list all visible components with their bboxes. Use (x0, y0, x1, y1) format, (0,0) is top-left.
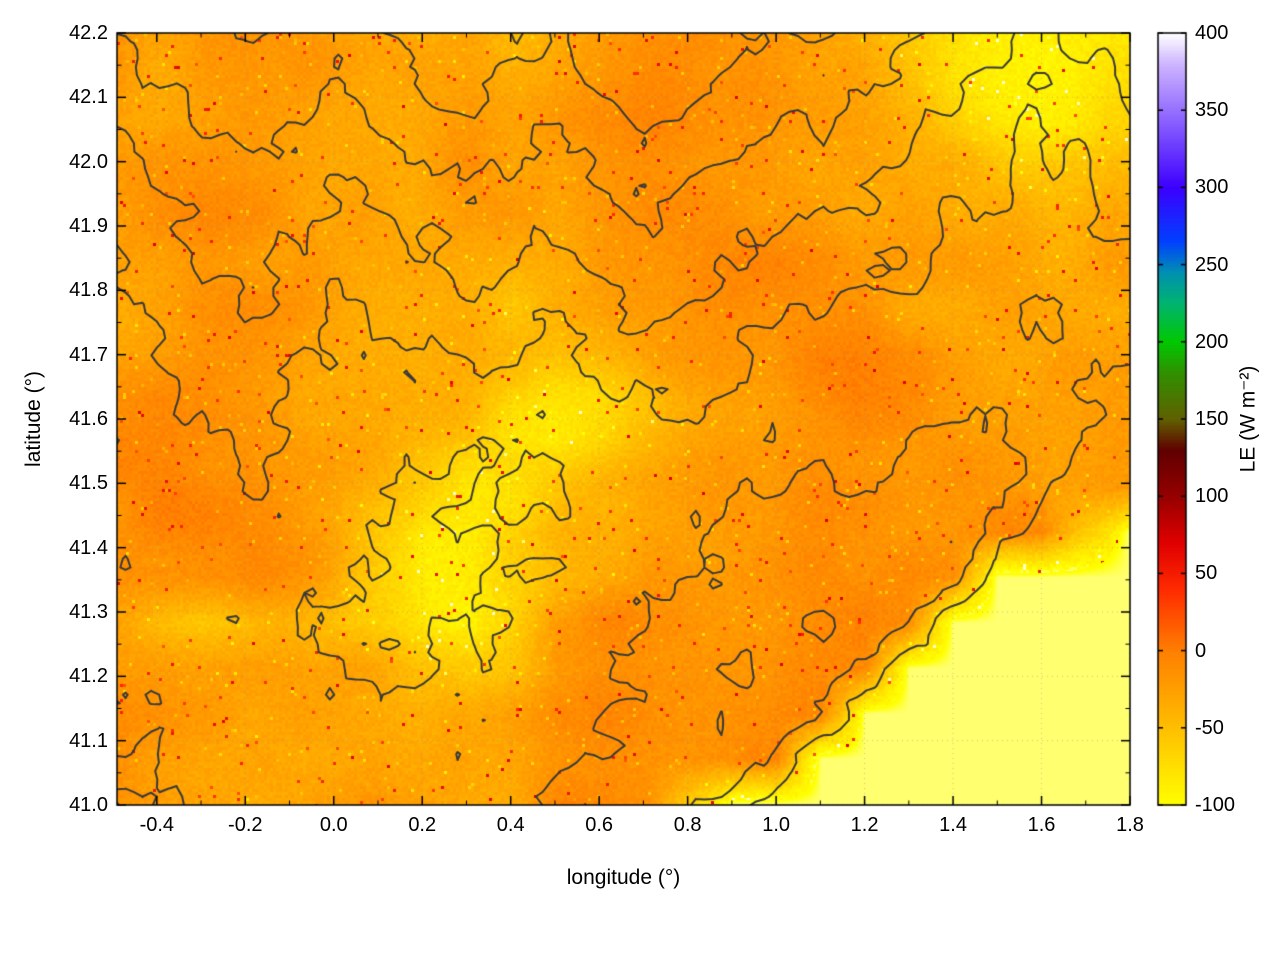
y-tick-label: 42.2 (69, 22, 108, 44)
colorbar-tick-label: 250 (1195, 253, 1229, 276)
colorbar-tick-label: 350 (1195, 99, 1229, 122)
x-tick-label: 0.8 (673, 814, 702, 836)
y-tick-label: 41.1 (69, 729, 108, 752)
y-tick-label: 41.0 (69, 794, 108, 816)
x-tick-label: 0.0 (319, 814, 348, 836)
y-tick-label: 41.8 (69, 279, 108, 302)
y-tick-label: 41.7 (69, 343, 108, 366)
y-tick-label: 42.1 (69, 86, 108, 109)
x-tick-label: 1.8 (1116, 814, 1144, 836)
x-tick-label: 1.4 (939, 814, 967, 836)
x-tick-label: -0.2 (228, 814, 263, 836)
colorbar-tick-label: 200 (1195, 330, 1229, 353)
colorbar-label: LE (W m⁻²) (1236, 365, 1260, 473)
colorbar-tick-label: -100 (1195, 794, 1236, 816)
y-tick-label: 41.4 (69, 536, 108, 559)
y-tick-label: 41.9 (69, 215, 108, 237)
x-tick-label: 0.6 (585, 814, 614, 836)
colorbar-tick-label: 300 (1195, 176, 1229, 199)
x-tick-label: 1.2 (850, 814, 879, 836)
y-tick-label: 41.6 (69, 408, 108, 430)
y-axis-label: latitude (°) (22, 371, 45, 467)
colorbar-tick-label: -50 (1195, 716, 1224, 739)
y-tick-label: 41.3 (69, 601, 108, 623)
x-tick-label: 0.4 (496, 814, 525, 836)
colorbar-tick-label: 50 (1195, 562, 1218, 585)
y-tick-label: 41.2 (69, 665, 108, 688)
colorbar-tick-label: 150 (1195, 408, 1229, 430)
colorbar-tick-label: 0 (1195, 639, 1207, 662)
y-tick-label: 42.0 (69, 150, 108, 173)
y-tick-label: 41.5 (69, 472, 108, 495)
colorbar-tick-label: 100 (1195, 485, 1229, 508)
x-tick-label: -0.4 (139, 814, 175, 836)
x-tick-label: 1.6 (1027, 814, 1056, 836)
x-tick-label: 0.2 (408, 814, 437, 836)
x-axis-label: longitude (°) (566, 866, 681, 889)
x-tick-label: 1.0 (762, 814, 791, 836)
colorbar-tick-label: 400 (1195, 22, 1229, 44)
